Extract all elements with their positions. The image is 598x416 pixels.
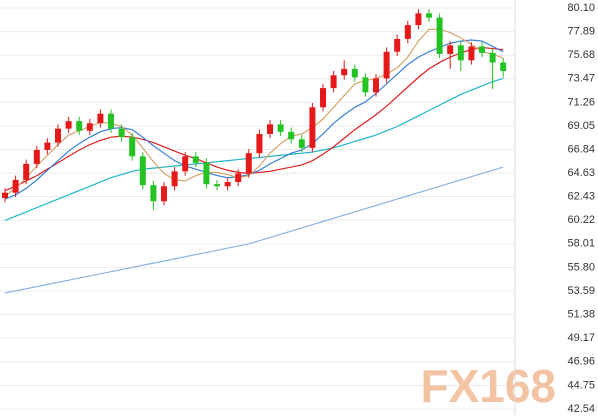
candle-body — [55, 128, 61, 143]
candle-body — [298, 139, 305, 148]
candle-body — [161, 186, 167, 202]
candle-body — [479, 46, 485, 53]
y-tick-label: 51.38 — [567, 308, 595, 320]
candle-body — [362, 77, 369, 93]
candle-body — [415, 13, 422, 26]
y-tick-label: 69.05 — [567, 120, 595, 132]
candle-body — [394, 38, 401, 52]
candle-body — [288, 131, 295, 140]
y-tick-label: 66.84 — [567, 143, 595, 155]
candle-body — [277, 124, 284, 132]
y-tick-label: 77.89 — [567, 26, 595, 38]
moving-average-line — [4, 166, 504, 294]
candle-body — [457, 45, 464, 61]
candle-body — [12, 179, 19, 193]
watermark: FX168 — [420, 360, 556, 412]
candle-body — [468, 46, 475, 61]
y-tick-label: 58.01 — [567, 238, 595, 250]
candle-body — [500, 62, 507, 71]
y-tick-label: 53.59 — [567, 285, 595, 297]
candle-body — [245, 153, 252, 174]
y-tick-label: 60.22 — [567, 214, 595, 226]
candle-body — [436, 17, 443, 54]
candle-body — [351, 68, 358, 78]
y-tick-label: 73.47 — [567, 73, 595, 85]
candle-body — [65, 121, 72, 129]
candle-body — [267, 124, 273, 134]
y-tick-label: 44.75 — [567, 379, 595, 391]
candle-body — [235, 173, 242, 183]
candle-body — [203, 162, 210, 185]
candle-body — [118, 128, 125, 138]
y-tick-label: 42.54 — [567, 403, 595, 415]
candle-body — [404, 25, 411, 39]
candle-body — [150, 185, 157, 202]
moving-average-line — [4, 28, 504, 197]
candle-body — [2, 192, 8, 199]
candle-body — [320, 88, 326, 108]
candle-body — [489, 52, 496, 63]
y-tick-label: 62.43 — [567, 191, 595, 203]
candle-body — [341, 68, 348, 76]
candle-body — [44, 142, 51, 150]
candle-body — [192, 156, 199, 163]
candle-body — [97, 113, 104, 124]
candle-body — [86, 123, 93, 131]
y-tick-label: 55.80 — [567, 261, 595, 273]
y-tick-label: 80.10 — [567, 2, 595, 14]
candle-body — [171, 171, 178, 187]
candle-body — [139, 156, 146, 186]
candle-body — [383, 51, 390, 79]
candle-body — [108, 113, 114, 129]
moving-average-line — [4, 39, 504, 200]
candle-body — [33, 149, 40, 164]
y-tick-label: 75.68 — [567, 49, 595, 61]
y-tick-label: 46.96 — [567, 356, 595, 368]
candle-body — [76, 121, 83, 131]
candle-body — [447, 45, 454, 54]
candle-body — [214, 184, 220, 187]
candle-body — [330, 75, 337, 89]
moving-average-line — [4, 46, 504, 192]
candle-body — [309, 107, 316, 148]
candle-body — [426, 13, 432, 18]
candle-body — [23, 163, 30, 180]
y-tick-label: 71.26 — [567, 96, 595, 108]
moving-average-line — [4, 77, 504, 221]
candle-body — [224, 182, 231, 187]
y-tick-label: 49.17 — [567, 332, 595, 344]
candle-body — [373, 78, 379, 93]
y-tick-label: 64.63 — [567, 167, 595, 179]
candle-body — [182, 156, 189, 172]
candle-body — [129, 137, 136, 157]
candle-body — [256, 133, 263, 154]
